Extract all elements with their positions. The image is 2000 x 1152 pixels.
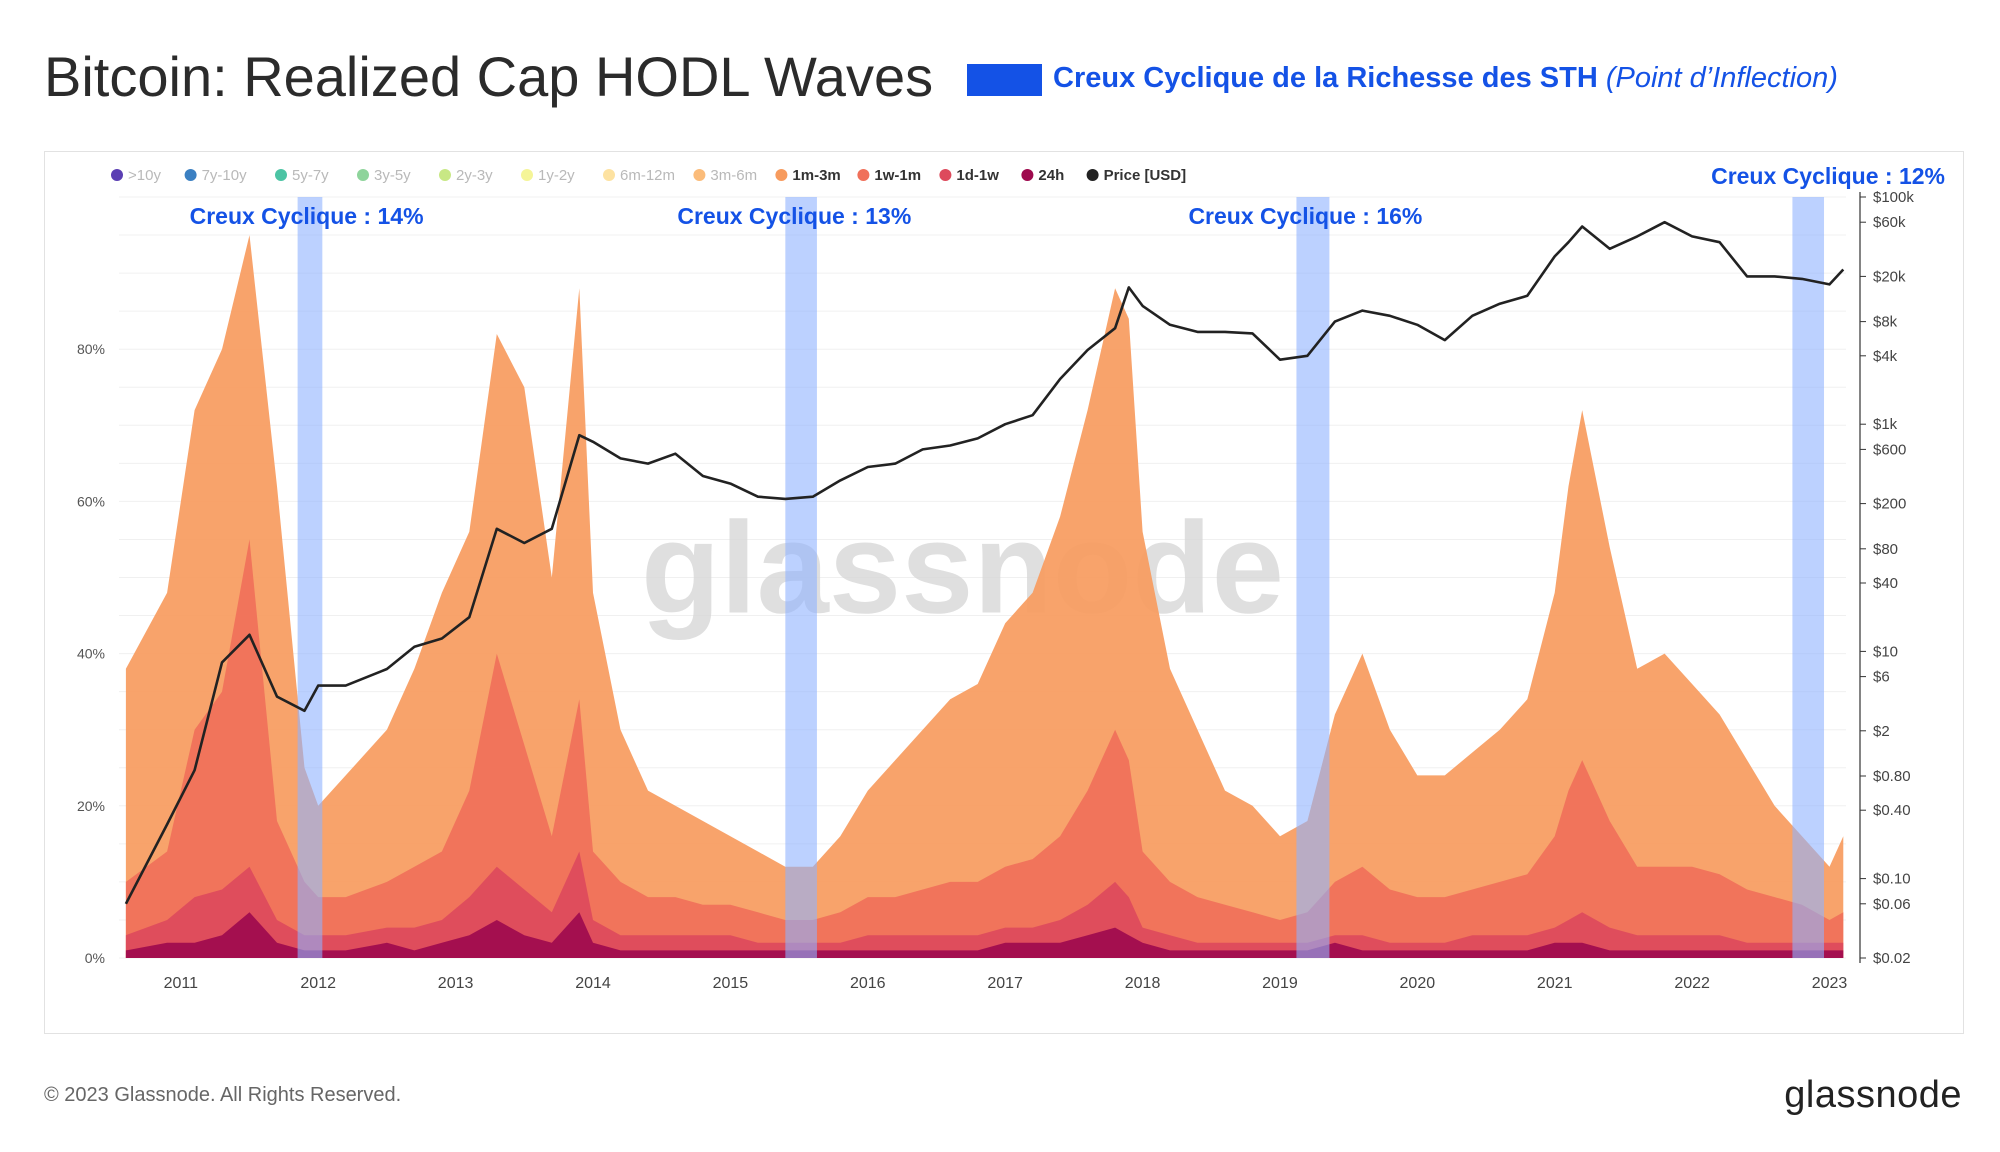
legend-dot: [521, 169, 533, 181]
y2-tick-label: $100k: [1873, 189, 1914, 206]
legend-item[interactable]: Price [USD]: [1086, 167, 1187, 184]
legend-dot: [184, 169, 197, 181]
y2-tick-label: $40: [1873, 575, 1898, 592]
area-1m-3m: [125, 235, 1844, 959]
y2-tick-label: $0.40: [1873, 802, 1911, 819]
highlight-legend-swatch: [967, 64, 1042, 96]
footer-copyright: © 2023 Glassnode. All Rights Reserved.: [44, 1084, 402, 1106]
area-1w-1m: [125, 539, 1844, 958]
y2-tick-label: $8k: [1873, 314, 1898, 331]
x-tick-label: 2014: [575, 975, 611, 992]
y2-tick-label: $60k: [1873, 214, 1906, 231]
legend-label: 24h: [1038, 167, 1064, 184]
y-tick-label: 40%: [77, 646, 105, 662]
legend-label: 2y-3y: [456, 167, 493, 184]
y-tick-label: 0%: [85, 950, 105, 966]
y2-tick-label: $0.10: [1873, 871, 1911, 888]
legend-label: Price [USD]: [1104, 167, 1187, 184]
x-tick-label: 2012: [300, 975, 336, 992]
cycle-band: [785, 197, 817, 958]
y2-tick-label: $4k: [1873, 348, 1898, 365]
cycle-band: [297, 197, 323, 958]
legend-label: 5y-7y: [292, 167, 329, 184]
legend-item[interactable]: 1y-2y: [521, 167, 575, 184]
area-1d-1w: [125, 851, 1844, 958]
legend-dot: [939, 169, 952, 181]
legend-label: >10y: [128, 167, 161, 184]
chart-frame: glassnode 0% 20% 40% 60% 80% $0.02 $0.06 $0.10 $0…: [44, 151, 1964, 1034]
y2-tick-label: $10: [1873, 643, 1898, 660]
y2-tick-label: $0.06: [1873, 896, 1911, 913]
footer-logo: glassnode: [1784, 1074, 1962, 1116]
legend-label: 3m-6m: [710, 167, 757, 184]
y2-tick-label: $6: [1873, 669, 1890, 686]
x-tick-label: 2022: [1674, 975, 1710, 992]
legend-item[interactable]: 3m-6m: [693, 167, 757, 184]
legend-item[interactable]: >10y: [111, 167, 161, 184]
cycle-label: Creux Cyclique : 13%: [677, 203, 911, 229]
y2-tick-label: $200: [1873, 496, 1906, 513]
legend-label: 1y-2y: [538, 167, 575, 184]
legend-dot: [857, 169, 870, 181]
area-24h: [125, 912, 1844, 958]
legend-item[interactable]: 2y-3y: [439, 167, 493, 184]
x-tick-label: 2017: [987, 975, 1023, 992]
y2-tick-label: $1k: [1873, 416, 1898, 433]
y2-tick-label: $0.02: [1873, 950, 1911, 967]
legend-dot: [1021, 169, 1034, 181]
x-tick-label: 2013: [438, 975, 474, 992]
x-tick-label: 2020: [1400, 975, 1436, 992]
y2-tick-label: $20k: [1873, 268, 1906, 285]
y-tick-label: 80%: [77, 341, 105, 357]
legend-item[interactable]: 5y-7y: [275, 167, 329, 184]
legend-label: 1w-1m: [874, 167, 921, 184]
legend-label: 7y-10y: [202, 167, 248, 184]
legend-item[interactable]: 1d-1w: [939, 167, 999, 184]
legend-dot: [275, 169, 287, 181]
legend-label: 6m-12m: [620, 167, 675, 184]
legend-item[interactable]: 7y-10y: [184, 167, 248, 184]
legend-item[interactable]: 3y-5y: [357, 167, 411, 184]
cycle-label: Creux Cyclique : 16%: [1188, 203, 1422, 229]
y-tick-label: 20%: [77, 798, 105, 814]
y-tick-label: 60%: [77, 493, 105, 509]
highlight-legend-label: Creux Cyclique de la Richesse des STH (P…: [1053, 62, 1838, 95]
y2-tick-label: $2: [1873, 723, 1890, 740]
y2-tick-label: $600: [1873, 441, 1906, 458]
x-tick-label: 2018: [1125, 975, 1161, 992]
legend-item[interactable]: 6m-12m: [603, 167, 675, 184]
legend-item[interactable]: 24h: [1021, 167, 1064, 184]
legend-dot: [775, 169, 788, 181]
cycle-label: Creux Cyclique : 12%: [1711, 163, 1945, 189]
x-tick-label: 2021: [1537, 975, 1573, 992]
legend-label: 1m-3m: [792, 167, 840, 184]
cycle-label: Creux Cyclique : 14%: [190, 203, 424, 229]
chart-title: Bitcoin: Realized Cap HODL Waves: [44, 45, 934, 108]
legend-dot: [603, 169, 615, 181]
legend-label: 1d-1w: [956, 167, 999, 184]
legend-item[interactable]: 1w-1m: [857, 167, 921, 184]
x-tick-label: 2016: [850, 975, 886, 992]
legend-dot: [439, 169, 451, 181]
highlight-legend-sub: (Point d’Inflection): [1605, 62, 1838, 94]
x-tick-label: 2015: [713, 975, 749, 992]
legend-dot: [357, 169, 369, 181]
legend-dot: [1086, 169, 1099, 181]
legend-label: 3y-5y: [374, 167, 411, 184]
x-tick-label: 2019: [1262, 975, 1298, 992]
legend-dot: [693, 169, 706, 181]
price-line: [124, 220, 1845, 905]
cycle-band: [1296, 197, 1330, 958]
y2-tick-label: $80: [1873, 541, 1898, 558]
hodl-waves-chart[interactable]: glassnode 0% 20% 40% 60% 80% $0.02 $0.06 $0.10 $0…: [45, 152, 1963, 1033]
legend-dot: [111, 169, 123, 181]
y2-tick-label: $0.80: [1873, 768, 1911, 785]
legend-item[interactable]: 1m-3m: [775, 167, 841, 184]
cycle-band: [1792, 197, 1825, 958]
watermark: glassnode: [641, 495, 1284, 641]
x-tick-label: 2023: [1812, 975, 1848, 992]
highlight-legend-main: Creux Cyclique de la Richesse des STH: [1053, 62, 1598, 94]
x-tick-label: 2011: [164, 975, 199, 992]
